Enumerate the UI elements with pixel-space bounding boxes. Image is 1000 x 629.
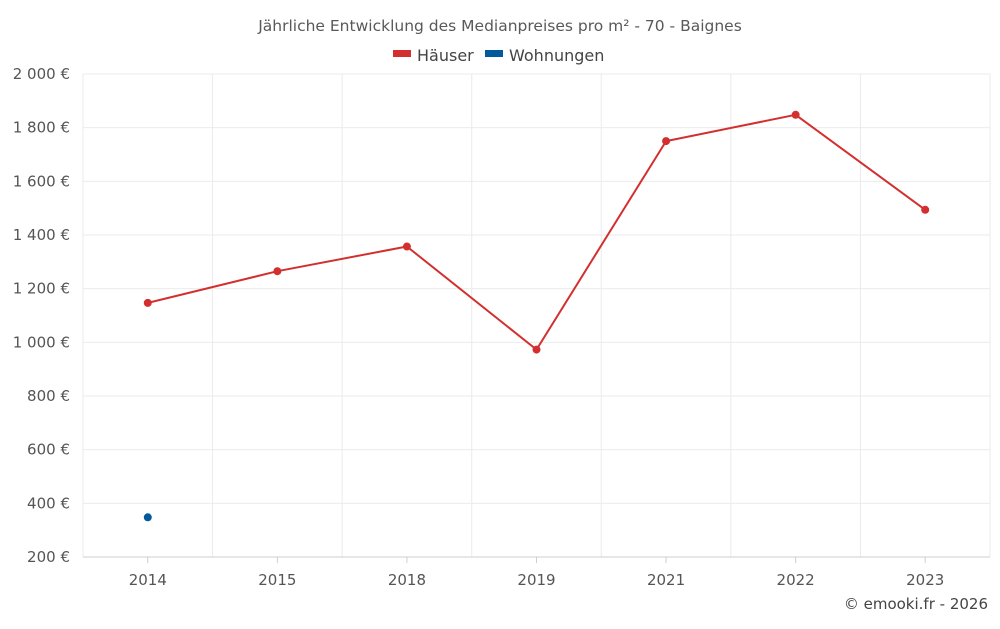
data-point-Häuser-2018[interactable] [402,242,411,251]
data-point-Häuser-2022[interactable] [791,110,800,119]
data-point-Häuser-2019[interactable] [532,345,541,354]
legend-swatch-wohnungen [485,50,503,57]
y-tick-label: 1 200 € [13,280,70,298]
y-tick-label: 1 600 € [13,172,70,190]
x-tick-label-2023: 2023 [906,571,944,589]
credit-text: © emooki.fr - 2026 [844,595,988,613]
legend-label-haeuser: Häuser [417,46,474,65]
axes: 200 € 400 € 600 € 800 € 1 000 € 1 200 € 1 400 … [13,65,990,589]
legend-swatch-haeuser [393,50,411,57]
data-point-Häuser-2023[interactable] [921,205,930,214]
y-tick-label: 400 € [27,494,70,512]
data-point-Häuser-2021[interactable] [662,137,671,146]
legend: Häuser Wohnungen [393,46,604,65]
x-tick-label-2015: 2015 [258,571,296,589]
y-tick-label: 600 € [27,441,70,459]
series-Häuser [143,110,930,354]
data-point-Häuser-2015[interactable] [273,267,282,276]
x-tick-label-2021: 2021 [647,571,685,589]
series-Wohnungen [143,513,152,522]
legend-item-haeuser[interactable]: Häuser [393,46,474,65]
x-tick-label-2022: 2022 [777,571,815,589]
y-tick-label: 1 800 € [13,119,70,137]
chart-title: Jährliche Entwicklung des Medianpreises … [257,17,742,35]
series-line-Häuser [147,113,926,351]
legend-item-wohnungen[interactable]: Wohnungen [485,46,604,65]
series [143,110,930,522]
x-tick-label-2014: 2014 [129,571,167,589]
y-tick-label: 2 000 € [13,65,70,83]
x-tick-label-2018: 2018 [388,571,426,589]
gridlines [82,73,991,557]
legend-label-wohnungen: Wohnungen [509,46,604,65]
data-point-Wohnungen-2014[interactable] [143,513,152,522]
y-tick-label: 800 € [27,387,70,405]
y-tick-label: 200 € [27,548,70,566]
data-point-Häuser-2014[interactable] [143,298,152,307]
y-tick-label: 1 000 € [13,333,70,351]
x-tick-label-2019: 2019 [517,571,555,589]
y-tick-label: 1 400 € [13,226,70,244]
